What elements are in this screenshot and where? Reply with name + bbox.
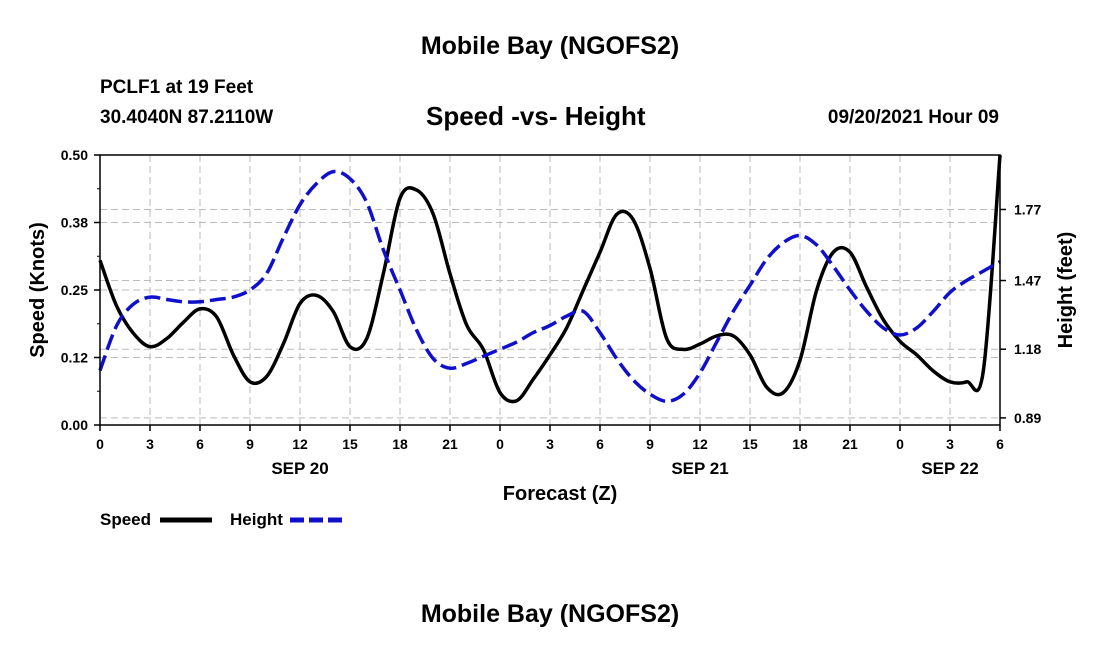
grid <box>100 155 1000 425</box>
x-tick-label: 6 <box>596 436 604 452</box>
legend: Speed Height <box>100 510 342 529</box>
x-tick-label: 12 <box>292 436 308 452</box>
x-tick-label: 6 <box>196 436 204 452</box>
x-tick-label: 0 <box>496 436 504 452</box>
date-tick-label: SEP 20 <box>271 459 328 478</box>
x-tick-label: 9 <box>246 436 254 452</box>
date-tick-label: SEP 22 <box>921 459 978 478</box>
series-lines <box>98 154 1002 404</box>
x-tick-label: 18 <box>792 436 808 452</box>
x-tick-label: 6 <box>996 436 1004 452</box>
bottom-title: Mobile Bay (NGOFS2) <box>420 600 680 628</box>
legend-height-label: Height <box>230 510 283 529</box>
station-label: PCLF1 at 19 Feet <box>100 77 254 98</box>
y-tick-label: 0.00 <box>61 417 88 433</box>
x-tick-label: 3 <box>146 436 154 452</box>
x-tick-label: 3 <box>546 436 554 452</box>
coordinates-label: 30.4040N 87.2110W <box>100 107 274 128</box>
y-axis-label: Speed (Knots) <box>27 222 49 358</box>
chart-title: Speed -vs- Height <box>426 101 646 131</box>
x-tick-label: 15 <box>742 436 758 452</box>
x-tick-label: 21 <box>842 436 858 452</box>
date-tick-label: SEP 21 <box>671 459 728 478</box>
axis-ticks: 0 3 6 9 12 15 18 21 0 3 6 9 12 15 18 21 0 3 6 SEP 20 SEP 21 S… <box>61 147 1042 478</box>
x-tick-label: 12 <box>692 436 708 452</box>
y2-tick-label: 0.89 <box>1014 410 1041 426</box>
x-tick-label: 9 <box>646 436 654 452</box>
y-tick-label: 0.25 <box>61 282 88 298</box>
series-line-speed <box>98 154 1002 404</box>
x-tick-label: 3 <box>946 436 954 452</box>
series-line-height <box>98 169 1001 404</box>
y-tick-label: 0.12 <box>61 350 88 366</box>
x-tick-label: 15 <box>342 436 358 452</box>
y2-tick-label: 1.47 <box>1014 273 1041 289</box>
x-axis-label: Forecast (Z) <box>503 483 617 505</box>
top-title: Mobile Bay (NGOFS2) <box>420 32 680 60</box>
y2-tick-label: 1.77 <box>1014 201 1041 217</box>
date-label: 09/20/2021 Hour 09 <box>827 107 999 128</box>
x-tick-label: 0 <box>896 436 904 452</box>
y2-tick-label: 1.18 <box>1014 341 1041 357</box>
y-tick-label: 0.38 <box>61 215 88 231</box>
y-tick-label: 0.50 <box>61 147 88 163</box>
y2-axis-label: Height (feet) <box>1055 232 1077 349</box>
x-tick-label: 0 <box>96 436 104 452</box>
x-tick-label: 21 <box>442 436 458 452</box>
x-tick-label: 18 <box>392 436 408 452</box>
legend-speed-label: Speed <box>100 510 151 529</box>
